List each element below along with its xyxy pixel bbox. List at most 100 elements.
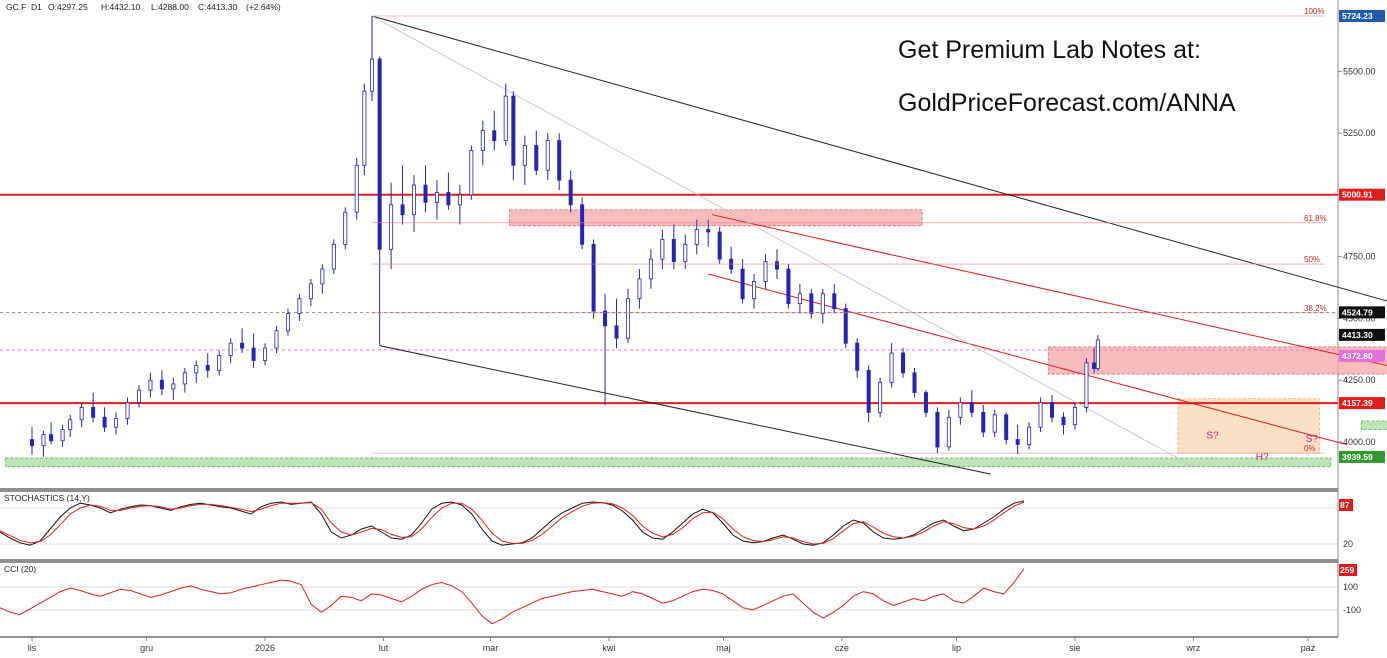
- candle[interactable]: [114, 412, 119, 435]
- candle[interactable]: [912, 367, 917, 398]
- candle[interactable]: [503, 83, 508, 146]
- candle[interactable]: [981, 404, 986, 438]
- candle[interactable]: [297, 293, 302, 321]
- candle[interactable]: [866, 365, 871, 423]
- candle[interactable]: [136, 385, 141, 408]
- candle[interactable]: [786, 264, 791, 309]
- candles-layer[interactable]: [29, 16, 1100, 457]
- candle[interactable]: [1050, 395, 1055, 423]
- candle[interactable]: [992, 409, 997, 438]
- candle[interactable]: [400, 165, 405, 225]
- candle[interactable]: [706, 219, 711, 247]
- candle[interactable]: [217, 350, 222, 376]
- candle[interactable]: [1015, 424, 1020, 455]
- candle[interactable]: [320, 264, 325, 294]
- candle[interactable]: [534, 130, 539, 176]
- candle[interactable]: [878, 377, 883, 418]
- candle[interactable]: [752, 273, 757, 309]
- candle[interactable]: [171, 377, 176, 400]
- candle[interactable]: [683, 234, 688, 270]
- candle[interactable]: [958, 397, 963, 425]
- candle[interactable]: [889, 343, 894, 388]
- candle[interactable]: [614, 298, 619, 349]
- candle[interactable]: [763, 254, 768, 289]
- candle[interactable]: [492, 110, 497, 151]
- cci-panel[interactable]: 100 -100 259: [0, 564, 1361, 625]
- candle[interactable]: [522, 135, 527, 186]
- candle[interactable]: [832, 283, 837, 314]
- candle[interactable]: [843, 303, 848, 349]
- candle[interactable]: [331, 239, 336, 274]
- candle[interactable]: [377, 56, 382, 346]
- candle[interactable]: [274, 325, 279, 354]
- candle[interactable]: [694, 219, 699, 255]
- candle[interactable]: [740, 259, 745, 304]
- candle[interactable]: [1095, 335, 1100, 371]
- candle[interactable]: [901, 348, 906, 378]
- time-axis[interactable]: lis gru 2026 lut mar kwi maj cze lip sie wrz paź: [28, 637, 1316, 653]
- candle[interactable]: [354, 157, 359, 220]
- candle[interactable]: [1027, 422, 1032, 450]
- candle[interactable]: [343, 207, 348, 250]
- candle[interactable]: [855, 338, 860, 378]
- candle[interactable]: [469, 145, 474, 200]
- candle[interactable]: [1084, 357, 1089, 413]
- candle[interactable]: [1038, 397, 1043, 433]
- candle[interactable]: [29, 427, 34, 455]
- candle[interactable]: [603, 293, 608, 405]
- candle[interactable]: [308, 278, 313, 307]
- candle[interactable]: [717, 227, 722, 265]
- candle[interactable]: [591, 239, 596, 319]
- candle[interactable]: [102, 407, 107, 433]
- candle[interactable]: [923, 390, 928, 418]
- candle[interactable]: [511, 91, 516, 181]
- candle[interactable]: [446, 172, 451, 210]
- candle[interactable]: [251, 333, 256, 368]
- candle[interactable]: [580, 197, 585, 250]
- candle[interactable]: [1092, 348, 1097, 373]
- candle[interactable]: [625, 288, 630, 344]
- candle[interactable]: [1004, 412, 1009, 445]
- candle[interactable]: [637, 269, 642, 309]
- candle[interactable]: [568, 170, 573, 213]
- candle[interactable]: [79, 402, 84, 428]
- candle[interactable]: [91, 392, 96, 423]
- candle[interactable]: [820, 288, 825, 324]
- candle[interactable]: [60, 424, 65, 447]
- candle[interactable]: [49, 422, 54, 445]
- candle[interactable]: [159, 370, 164, 396]
- candle[interactable]: [797, 283, 802, 314]
- candle[interactable]: [809, 288, 814, 319]
- candle[interactable]: [545, 133, 550, 181]
- candle[interactable]: [194, 360, 199, 383]
- candle[interactable]: [228, 338, 233, 363]
- candle[interactable]: [263, 343, 268, 366]
- candle[interactable]: [969, 390, 974, 418]
- candle[interactable]: [671, 224, 676, 270]
- candle[interactable]: [148, 372, 153, 398]
- candle[interactable]: [370, 16, 375, 102]
- candle[interactable]: [660, 229, 665, 270]
- candle[interactable]: [1072, 402, 1077, 430]
- candle[interactable]: [434, 180, 439, 220]
- candle[interactable]: [1061, 412, 1066, 435]
- candle[interactable]: [205, 353, 210, 378]
- candle[interactable]: [480, 120, 485, 166]
- candle[interactable]: [648, 249, 653, 289]
- candle[interactable]: [412, 175, 417, 232]
- candle[interactable]: [946, 409, 951, 451]
- candle[interactable]: [240, 328, 245, 354]
- candle[interactable]: [423, 165, 428, 213]
- candle[interactable]: [557, 133, 562, 190]
- candle[interactable]: [935, 407, 940, 454]
- candle[interactable]: [182, 367, 187, 393]
- candle[interactable]: [285, 308, 290, 336]
- candle[interactable]: [389, 182, 394, 270]
- candle[interactable]: [68, 414, 73, 438]
- candle[interactable]: [457, 185, 462, 225]
- candle[interactable]: [125, 397, 130, 425]
- candle[interactable]: [41, 430, 46, 457]
- candle[interactable]: [362, 83, 367, 176]
